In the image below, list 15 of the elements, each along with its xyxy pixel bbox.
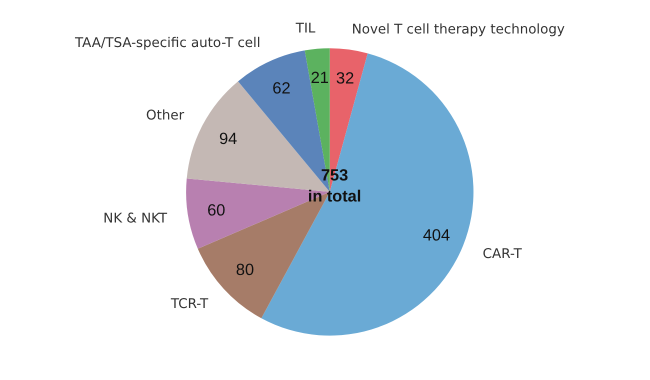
data-label: 60 (207, 202, 226, 220)
data-label: 94 (219, 130, 238, 148)
data-label: 62 (272, 79, 291, 98)
slice-label: TCR-T (170, 296, 209, 312)
slice-label: NK & NKT (103, 211, 168, 226)
data-label: 32 (336, 70, 354, 88)
slice-label: CAR-T (482, 246, 523, 262)
pie-slice (261, 53, 474, 336)
data-label: 404 (422, 226, 450, 244)
slice-label: Novel T cell therapy technology (352, 22, 565, 38)
data-label: 21 (310, 69, 329, 88)
slice-label: TIL (294, 21, 316, 36)
slice-label: Other (146, 108, 185, 124)
slice-label: TAA/TSA-specific auto-T cell (74, 36, 261, 52)
data-label: 80 (236, 261, 254, 280)
